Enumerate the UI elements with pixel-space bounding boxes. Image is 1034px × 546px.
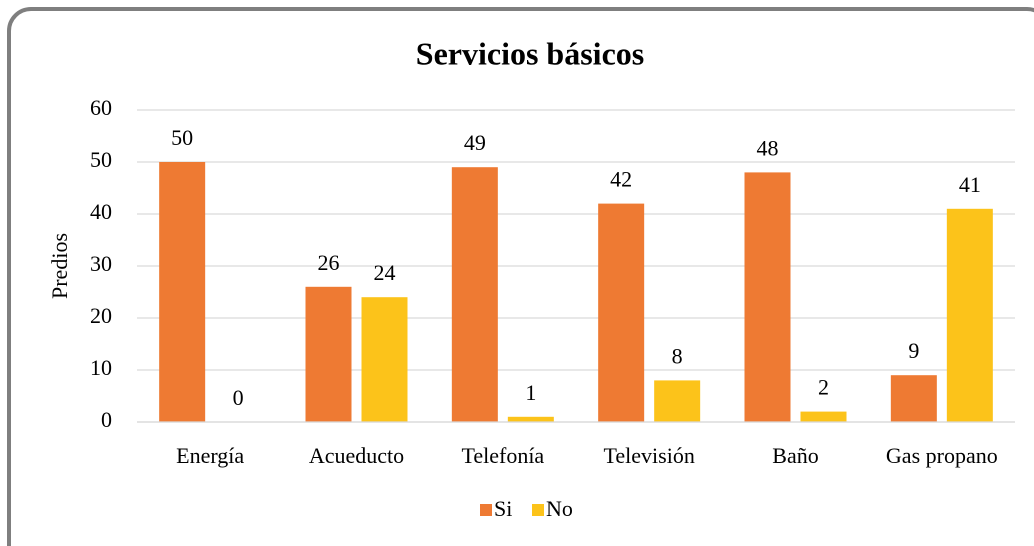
y-tick-label: 30	[90, 251, 112, 276]
legend-swatch	[480, 504, 492, 516]
bar	[361, 297, 408, 422]
data-label: 8	[672, 343, 683, 368]
data-label: 1	[525, 380, 536, 405]
x-tick-label: Energía	[176, 443, 244, 468]
y-tick-label: 0	[101, 407, 112, 432]
chart-title: Servicios básicos	[416, 35, 644, 71]
legend-label: No	[546, 496, 573, 521]
bar	[305, 286, 352, 422]
y-tick-label: 50	[90, 147, 112, 172]
bar	[654, 380, 701, 422]
data-label: 48	[757, 135, 779, 160]
bar	[159, 162, 206, 422]
x-tick-label: Televisión	[603, 443, 694, 468]
data-label: 2	[818, 375, 829, 400]
data-label: 9	[908, 338, 919, 363]
bar	[507, 416, 554, 422]
bar	[744, 172, 791, 422]
bar	[451, 167, 498, 422]
legend-label: Si	[494, 496, 512, 521]
y-axis-label: Predios	[47, 233, 72, 299]
data-label: 41	[959, 172, 981, 197]
y-tick-label: 60	[90, 95, 112, 120]
bar	[946, 208, 993, 422]
legend-swatch	[532, 504, 544, 516]
x-tick-label: Acueducto	[309, 443, 404, 468]
bar	[890, 375, 937, 422]
y-tick-label: 40	[90, 199, 112, 224]
x-tick-label: Baño	[772, 443, 818, 468]
y-tick-label: 10	[90, 355, 112, 380]
x-tick-label: Gas propano	[886, 443, 998, 468]
y-tick-label: 20	[90, 303, 112, 328]
data-label: 26	[318, 250, 340, 275]
bar	[800, 411, 847, 422]
data-label: 42	[610, 167, 632, 192]
data-label: 0	[233, 385, 244, 410]
bar	[598, 203, 645, 422]
data-label: 49	[464, 130, 486, 155]
data-label: 24	[374, 260, 396, 285]
x-tick-label: Telefonía	[461, 443, 544, 468]
data-label: 50	[171, 125, 193, 150]
